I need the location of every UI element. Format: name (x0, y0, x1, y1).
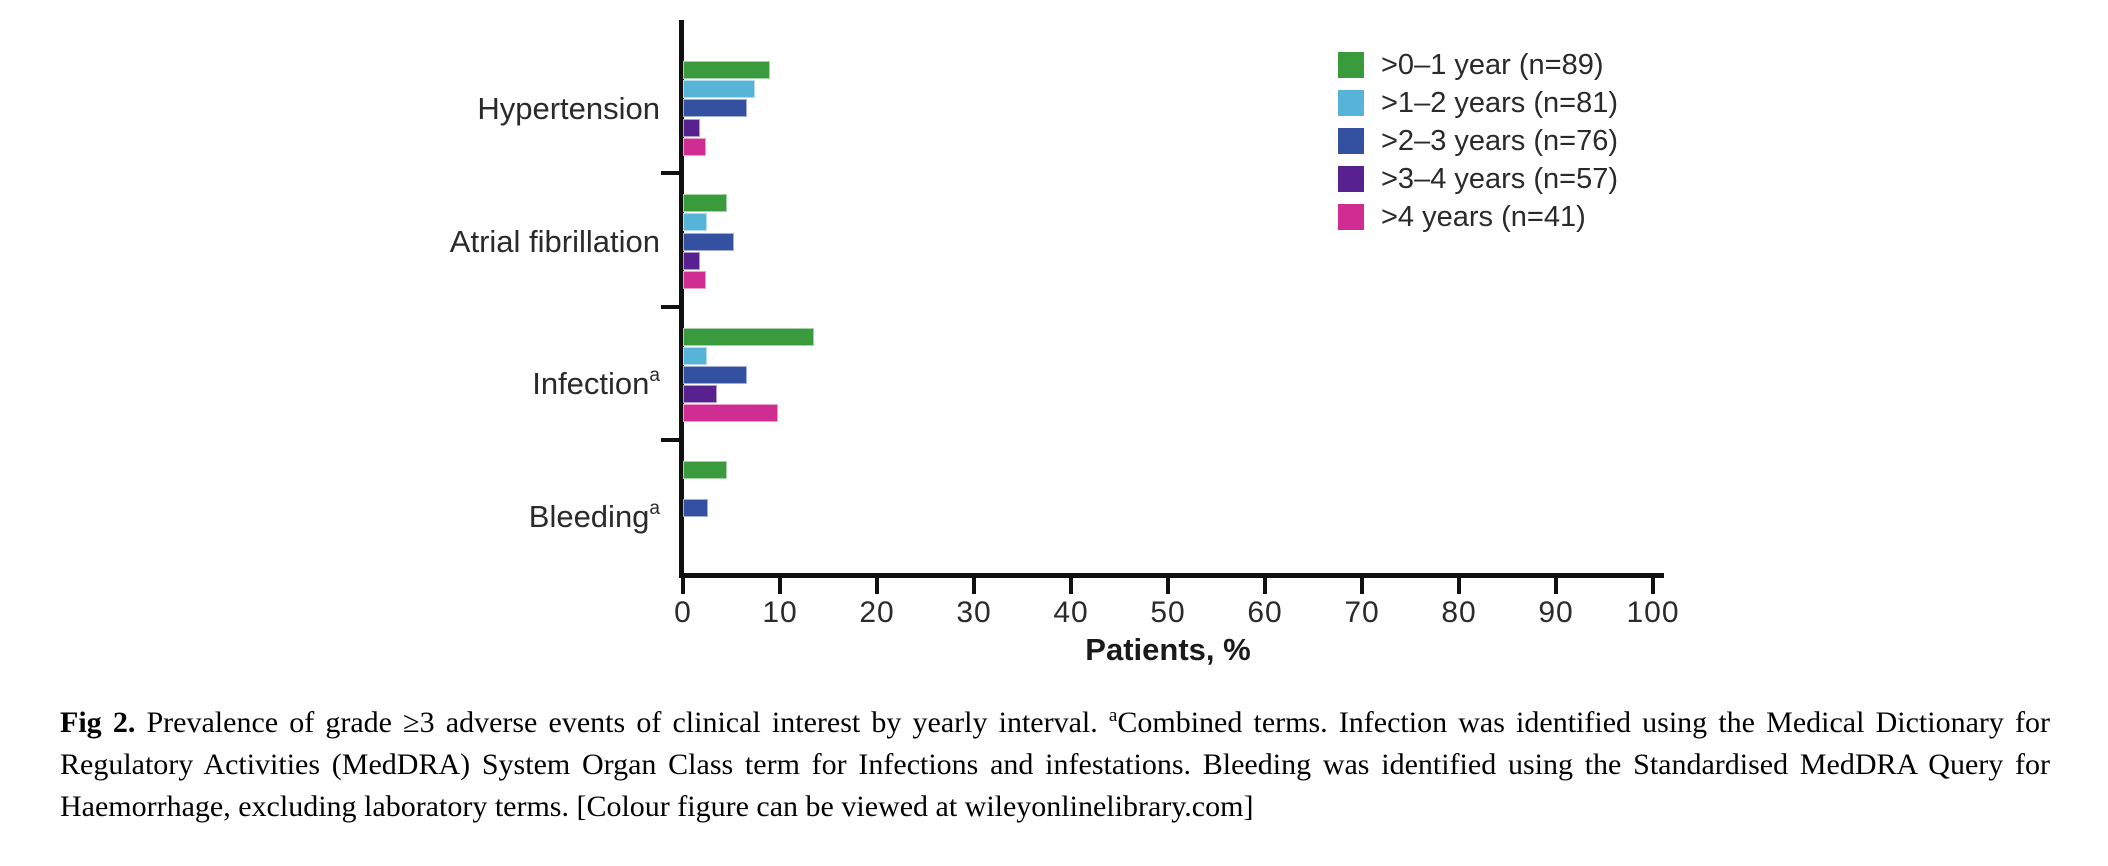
bar (683, 365, 748, 384)
bar (683, 137, 707, 156)
legend-item: >2–3 years (n=76) (1338, 122, 1618, 160)
legend-swatch (1338, 128, 1364, 154)
x-axis-tick-label: 100 (1626, 596, 1680, 629)
figure-caption: Fig 2. Prevalence of grade ≥3 adverse ev… (60, 702, 2050, 828)
bar (683, 80, 755, 99)
bar (683, 327, 814, 346)
legend-label: >2–3 years (n=76) (1381, 124, 1618, 157)
x-axis-tick (972, 578, 976, 594)
y-axis-tick (661, 171, 683, 176)
x-axis-tick-label: 60 (1247, 596, 1283, 629)
x-axis-tick (1554, 578, 1558, 594)
legend-swatch (1338, 204, 1364, 230)
x-axis-tick (875, 578, 879, 594)
x-axis-tick (1360, 578, 1364, 594)
caption-text-part1: Prevalence of grade ≥3 adverse events of… (146, 706, 1109, 739)
legend-label: >0–1 year (n=89) (1381, 48, 1604, 81)
bar (683, 460, 727, 479)
legend-swatch (1338, 52, 1364, 78)
bar (683, 194, 727, 213)
legend-item: >3–4 years (n=57) (1338, 160, 1618, 198)
legend-label: >1–2 years (n=81) (1381, 86, 1618, 119)
bar (683, 99, 748, 118)
caption-label: Fig 2. (60, 706, 136, 739)
legend-label: >4 years (n=41) (1381, 200, 1586, 233)
legend-item: >0–1 year (n=89) (1338, 46, 1618, 84)
legend-item: >4 years (n=41) (1338, 198, 1618, 236)
x-axis-tick-label: 40 (1053, 596, 1089, 629)
bar (683, 346, 708, 365)
x-axis-tick-label: 80 (1441, 596, 1477, 629)
y-axis-tick (661, 437, 683, 442)
category-superscript: a (649, 364, 660, 386)
x-axis-tick (1263, 578, 1267, 594)
category-label: Hypertension (477, 91, 660, 126)
bar (683, 251, 701, 270)
category-label: Infectiona (532, 364, 660, 401)
bar (683, 385, 717, 404)
x-axis-tick-label: 30 (956, 596, 992, 629)
x-axis-tick-label: 10 (762, 596, 798, 629)
bar (683, 61, 771, 79)
category-superscript: a (649, 497, 660, 519)
x-axis-tick-label: 70 (1344, 596, 1380, 629)
x-axis-tick (681, 578, 685, 594)
legend-label: >3–4 years (n=57) (1381, 162, 1618, 195)
x-axis-tick (1651, 578, 1655, 594)
x-axis-title: Patients, % (1085, 632, 1251, 667)
category-label: Atrial fibrillation (449, 224, 660, 260)
legend-item: >1–2 years (n=81) (1338, 84, 1618, 122)
caption-superscript-a: a (1108, 705, 1118, 726)
y-axis-line (679, 20, 684, 578)
adverse-events-bar-chart: 0 10 20 30 40 50 60 70 80 90 100 Hypertension Atrial… (449, 20, 1680, 667)
category-label: Bleedinga (528, 497, 660, 534)
bar (683, 213, 708, 232)
x-axis-tick (1166, 578, 1170, 594)
legend: >0–1 year (n=89) >1–2 years (n=81) >2–3 ye… (1338, 46, 1618, 236)
bar (683, 232, 735, 251)
bar (683, 499, 709, 518)
bar (683, 404, 779, 423)
legend-swatch (1338, 166, 1364, 192)
x-axis-tick (778, 578, 782, 594)
y-axis-tick (661, 304, 683, 309)
caption-text-part2: Combined terms. Infection was identified… (60, 706, 2051, 823)
x-axis-tick-label: 90 (1538, 596, 1574, 629)
x-axis-tick (1069, 578, 1073, 594)
x-axis-tick-label: 20 (859, 596, 895, 629)
x-axis-line (679, 573, 1664, 578)
x-axis-tick-label: 50 (1150, 596, 1186, 629)
x-axis-tick-label: 0 (674, 596, 692, 629)
bar (683, 118, 701, 137)
legend-swatch (1338, 90, 1364, 116)
bar (683, 271, 707, 290)
x-axis-tick (1457, 578, 1461, 594)
